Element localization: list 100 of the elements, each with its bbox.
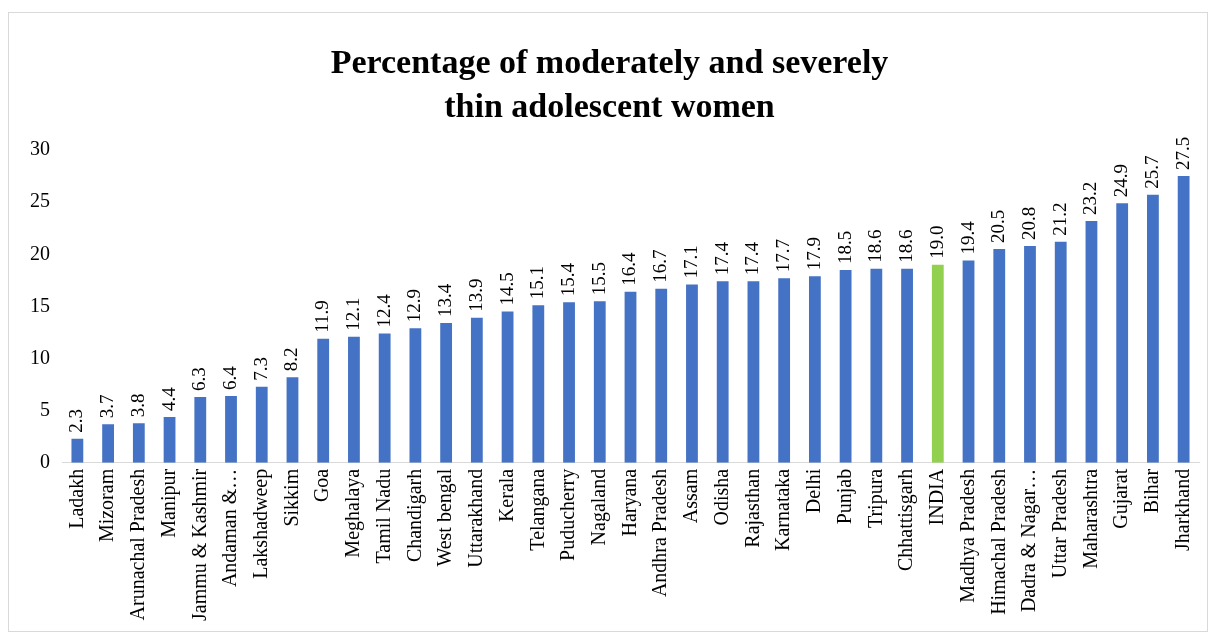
x-tick-label: Chhattisgarh [894,468,918,572]
data-label: 18.6 [895,229,917,263]
bar [348,336,360,463]
bar [317,338,330,463]
chart-title: Percentage of moderately and severely thin adolescent women [329,42,890,126]
data-label: 23.2 [1079,181,1101,215]
x-tick-label: Delhi [802,468,825,514]
bar [1116,203,1129,463]
bar [624,291,637,463]
y-tick-label: 15 [30,293,50,316]
bar [808,276,821,463]
bar [470,317,483,463]
data-label: 3.7 [96,394,118,419]
bar [1177,176,1190,463]
data-label: 14.5 [495,272,517,306]
x-tick-label: Bihar [1140,468,1163,514]
data-label: 20.5 [987,209,1009,244]
y-tick-label: 10 [30,345,50,368]
y-tick-label: 25 [30,189,50,212]
data-label: 4.4 [157,386,179,411]
data-label: 19.0 [925,225,947,259]
x-tick-label: Dadra & Nagar… [1017,468,1041,613]
x-tick-label: Mizoram [95,468,118,543]
y-tick-label: 30 [30,137,50,160]
bar [1054,241,1067,463]
data-label: 8.2 [280,347,302,372]
data-label: 24.9 [1110,163,1132,198]
bar [194,397,207,463]
x-tick-label: Uttarakhand [464,468,487,568]
bar [163,416,176,463]
x-tick-label: Assam [679,468,702,524]
data-label: 17.9 [802,236,824,271]
bar [686,284,698,463]
x-tick-label: Karnataka [771,468,794,551]
bar [655,288,668,463]
data-label: 17.4 [710,241,732,276]
x-tick-label: Gujarat [1109,468,1133,529]
data-label: 16.4 [618,252,640,286]
x-tick-label: Ladakh [64,468,87,529]
bar [102,424,114,463]
data-label: 15.1 [526,266,548,300]
x-tick-label: Uttar Pradesh [1047,468,1070,579]
bar [501,311,514,463]
data-label: 12.4 [372,293,394,328]
bar [962,260,975,463]
x-tick-label: Tripura [863,468,887,529]
bar [993,249,1006,463]
data-label: 13.4 [434,283,456,318]
data-label: 27.5 [1171,136,1193,171]
bar [870,268,883,463]
data-label: 19.4 [956,220,978,255]
bar [132,423,145,463]
data-label: 2.3 [65,409,87,433]
data-label: 15.4 [557,262,579,297]
x-tick-label: West bengal [433,468,457,567]
bar [255,386,268,463]
data-label: 3.8 [126,393,148,418]
bar [378,333,391,463]
bar [532,305,545,463]
bar [901,268,913,463]
bar [593,301,606,463]
x-tick-label: Tamil Nadu [371,468,394,564]
data-label: 25.7 [1140,155,1162,189]
x-tick-label: Punjab [832,468,856,525]
data-label: 6.3 [188,367,210,392]
data-label: 6.4 [219,365,240,391]
x-tick-label: Telangana [525,468,549,551]
x-tick-label: Sikkim [279,468,302,527]
data-label: 7.3 [249,356,271,381]
bar [563,302,575,463]
data-label: 21.2 [1048,202,1070,236]
data-label: 17.4 [741,241,763,276]
x-tick-label: Puducherry [556,468,580,561]
x-tick-label: Nagaland [587,468,611,546]
bar [1085,220,1098,463]
x-tick-label: Himachal Pradesh [986,468,1009,615]
x-tick-label: Arunachal Pradesh [126,468,149,621]
bar [839,269,852,463]
x-tick-label: Odisha [709,468,732,526]
bar [409,328,422,463]
data-label: 15.5 [587,261,609,296]
x-tick-label: Goa [310,468,333,503]
x-tick-label: Andhra Pradesh [648,468,671,598]
data-label: 12.9 [403,289,425,323]
x-tick-label: Manipur [156,468,180,538]
x-tick-label: Lakshadweep [248,468,272,579]
x-tick-label: Jharkhand [1170,468,1193,551]
y-tick-label: 5 [40,397,50,420]
data-label: 20.8 [1017,206,1039,240]
y-tick-label: 0 [40,450,50,473]
data-label: 18.6 [864,229,886,263]
data-label: 11.9 [311,300,333,333]
bar [71,438,84,463]
bar [1147,194,1159,463]
bar [440,323,453,463]
bar [286,377,299,463]
x-tick-label: Kerala [494,468,517,523]
data-label: 17.1 [679,245,701,279]
x-tick-label: INDIA [925,468,948,526]
x-tick-label: Jammu & Kashmir [187,468,210,622]
